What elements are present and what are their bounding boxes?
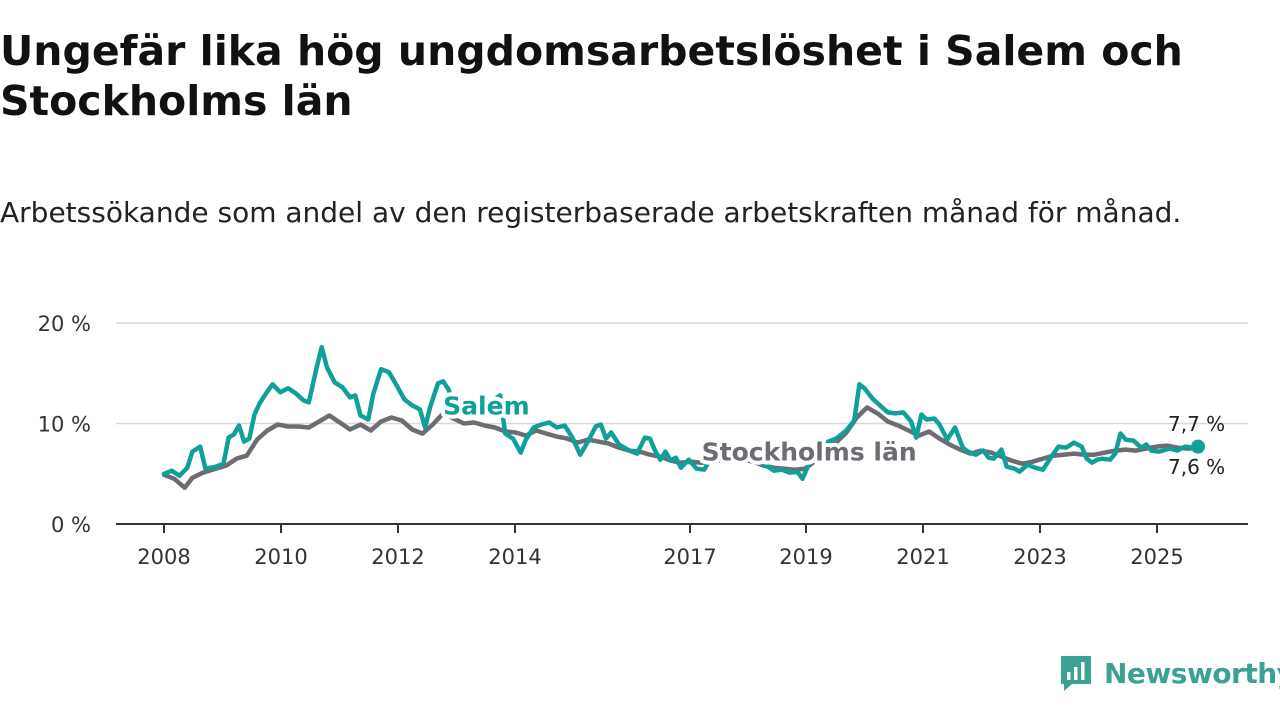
series-lines: [161, 344, 1205, 491]
newsworthy-brand[interactable]: Newsworthy: [1058, 652, 1280, 694]
y-tick-label: 0 %: [51, 513, 91, 537]
salem-series-label: Salem: [443, 391, 529, 420]
grid-lines: [116, 322, 1248, 425]
salem-end-point: [1191, 439, 1205, 454]
line-chart: 0 % 10 % 20 % 2008 2010 2012 2014 2017 2019 2021 2…: [38, 312, 1248, 569]
x-tick-label: 2025: [1130, 545, 1183, 569]
x-tick-label: 2014: [488, 545, 541, 569]
chart-subtitle: Arbetssökande som andel av den registerb…: [0, 196, 1182, 229]
salem-series-label-halo: Salem: [443, 391, 529, 420]
newsworthy-logo-icon: [1061, 656, 1091, 691]
stockholm-end-value-label: 7,6 %: [1168, 455, 1225, 479]
x-tick-label: 2023: [1013, 545, 1066, 569]
brand-name: Newsworthy: [1104, 656, 1280, 690]
stockholm-series-label: Stockholms län: [702, 438, 917, 467]
x-tick-label: 2017: [663, 545, 716, 569]
x-tick-label: 2008: [137, 545, 190, 569]
x-tick-label: 2012: [371, 545, 424, 569]
x-tick-label: 2010: [254, 545, 307, 569]
x-tick-label: 2021: [896, 545, 949, 569]
y-tick-label: 10 %: [38, 413, 91, 437]
y-tick-label: 20 %: [38, 312, 91, 336]
salem-series-line: [161, 344, 1201, 482]
stockholm-series-line: [161, 405, 1201, 491]
stockholm-series-label-halo: Stockholms län: [702, 438, 917, 467]
salem-end-value-label: 7,7 %: [1168, 412, 1225, 436]
chart-title: Ungefär lika hög ungdomsarbetslöshet i S…: [0, 27, 1183, 125]
x-tick-label: 2019: [779, 545, 832, 569]
axes: 0 % 10 % 20 % 2008 2010 2012 2014 2017 2019 2021 2…: [38, 312, 1248, 569]
